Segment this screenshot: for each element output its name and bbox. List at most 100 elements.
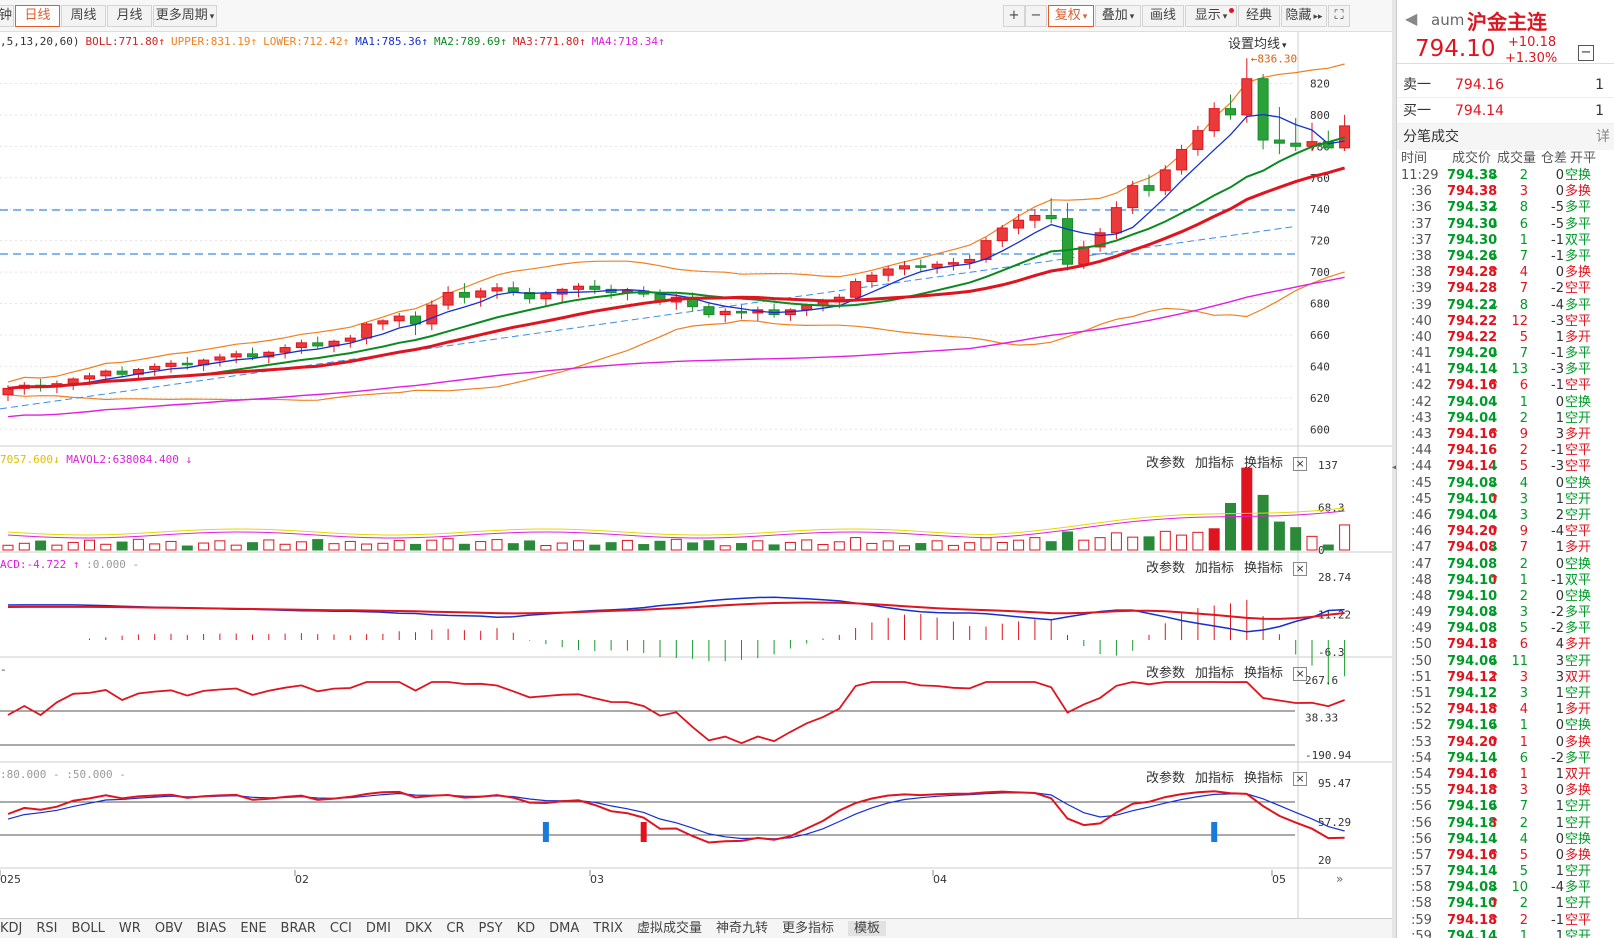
trade-type: 空换 — [1565, 718, 1592, 734]
hide-button[interactable]: 隐藏 ▸▸ — [1281, 5, 1327, 27]
trade-type: 多换 — [1565, 734, 1592, 750]
chevron-down-icon: ▾ — [1282, 41, 1287, 51]
indicator-tab[interactable]: 更多指标 — [782, 921, 835, 936]
indicator-tab[interactable]: RSI — [36, 921, 58, 936]
volume-bar — [621, 539, 633, 551]
close-icon[interactable]: × — [1293, 456, 1308, 471]
overlay-button[interactable]: 叠加 ▾ — [1095, 5, 1141, 27]
indicator-tab[interactable]: KD — [516, 921, 536, 936]
modify-params-button[interactable]: 改参数 — [1146, 456, 1186, 471]
modify-params-button[interactable]: 改参数 — [1146, 666, 1186, 681]
close-icon[interactable]: × — [1293, 666, 1308, 681]
close-icon[interactable]: × — [1293, 561, 1308, 576]
candle-body — [1143, 185, 1155, 191]
indicator-tab[interactable]: PSY — [478, 921, 503, 936]
modify-params-button[interactable]: 改参数 — [1146, 771, 1186, 786]
y-tick-label: 57.29 — [1318, 816, 1351, 829]
volume-bar — [1257, 494, 1269, 551]
indicator-tab[interactable]: 神奇九转 — [715, 921, 768, 936]
trades-list[interactable]: 11:29 794.38 ↓ 2 0 空换:36 794.38 3 0 多换:36 794.32 ↓ 8… — [1397, 168, 1614, 938]
indicator-tab[interactable]: ENE — [240, 921, 267, 936]
add-indicator-button[interactable]: 加指标 — [1195, 666, 1235, 681]
add-indicator-button[interactable]: 加指标 — [1195, 561, 1235, 576]
trade-price: 794.08 — [1447, 475, 1498, 491]
trades-detail-button[interactable]: 详 — [1596, 129, 1610, 145]
close-icon[interactable]: × — [1293, 771, 1308, 786]
col-oi-change: 仓差 — [1541, 151, 1568, 166]
y-tick-label: 700 — [1310, 266, 1330, 279]
indicator-tab[interactable]: WR — [118, 921, 141, 936]
draw-line-button[interactable]: 画线 — [1142, 5, 1184, 27]
indicator-tab[interactable]: DKX — [404, 921, 433, 936]
splitter-handle[interactable]: ◂ — [1392, 0, 1397, 938]
bid1-price: 794.14 — [1455, 103, 1504, 119]
collapse-icon[interactable]: − — [1578, 45, 1594, 61]
trade-type: 多换 — [1565, 184, 1592, 200]
trade-price: 794.16 — [1447, 718, 1498, 734]
volume-bar — [458, 543, 470, 551]
zoom-in-button[interactable]: + — [1003, 5, 1025, 27]
indicator-tab[interactable]: TRIX — [593, 921, 623, 936]
trade-price: 794.12 — [1447, 686, 1498, 701]
indicator-tab[interactable]: BIAS — [196, 921, 227, 936]
indicator-tab[interactable]: CR — [446, 921, 465, 936]
ma-settings-button[interactable]: 设置均线 ▾ — [1228, 33, 1287, 52]
trade-row: :45 794.10 ↑ 3 1 空开 — [1397, 492, 1614, 508]
trade-volume: 2 — [1519, 410, 1528, 426]
indicator-tab[interactable]: CCI — [329, 921, 352, 936]
indicator-tab[interactable]: BOLL — [71, 921, 105, 936]
period-minute-button[interactable]: 钟 — [0, 5, 14, 27]
indicator-tab[interactable]: OBV — [154, 921, 183, 936]
indicator-tab[interactable]: DMI — [365, 921, 391, 936]
classic-button[interactable]: 经典 — [1238, 5, 1280, 27]
swap-indicator-button[interactable]: 换指标 — [1244, 561, 1284, 576]
trade-row: :58 794.10 ↑ 2 1 空开 — [1397, 896, 1614, 912]
more-periods-button[interactable]: 更多周期 ▾ — [153, 5, 217, 27]
trade-price: 794.08 — [1447, 605, 1498, 621]
trade-row: :59 794.18 ↑ 2 -1 空平 — [1397, 913, 1614, 929]
trade-oi-change: -1 — [1551, 378, 1564, 394]
trade-oi-change: 1 — [1555, 928, 1564, 938]
add-indicator-button[interactable]: 加指标 — [1195, 771, 1235, 786]
indicator-tab[interactable]: KDJ — [0, 921, 23, 936]
zoom-out-button[interactable]: − — [1025, 5, 1047, 27]
modify-params-button[interactable]: 改参数 — [1146, 561, 1186, 576]
trade-time: :59 — [1411, 912, 1432, 928]
indicator-tab[interactable]: DMA — [549, 921, 580, 936]
trade-volume: 5 — [1519, 459, 1528, 475]
display-button[interactable]: 显示 ▾ — [1185, 5, 1237, 27]
col-open-close: 开平 — [1570, 151, 1597, 166]
indicator-tab[interactable]: 模板 — [848, 921, 887, 936]
trade-price: 794.12 — [1447, 669, 1498, 685]
fuquan-button[interactable]: 复权 ▾ — [1048, 5, 1094, 27]
volume-bar — [116, 541, 128, 551]
trade-volume: 6 — [1519, 750, 1528, 766]
peak-annotation: ←836.30 — [1251, 52, 1297, 65]
period-daily-button[interactable]: 日线 — [15, 5, 60, 27]
trade-time: :51 — [1411, 686, 1432, 701]
trade-type: 多平 — [1565, 216, 1592, 232]
trade-volume: 2 — [1519, 588, 1528, 604]
candle-body — [442, 292, 454, 306]
period-weekly-button[interactable]: 周线 — [61, 5, 106, 27]
indicator-value: MA4:718.34↑ — [591, 35, 665, 48]
volume-bar — [768, 544, 780, 551]
chart-area: 钟 日线 周线 月线 更多周期 ▾ + − 复权 ▾ 叠加 ▾ 画线 显示 ▾ 经典 隐… — [0, 0, 1392, 936]
swap-indicator-button[interactable]: 换指标 — [1244, 771, 1284, 786]
back-arrow-icon[interactable]: ◀ — [1405, 9, 1418, 28]
trade-price: 794.10 — [1447, 572, 1498, 588]
fullscreen-button[interactable]: ⛶ — [1328, 5, 1350, 27]
candle-body — [1176, 148, 1188, 171]
swap-indicator-button[interactable]: 换指标 — [1244, 456, 1284, 471]
volume-bar — [426, 539, 438, 551]
trade-time: :37 — [1411, 232, 1432, 248]
candle-body — [1029, 214, 1041, 221]
indicator-tab[interactable]: 虚拟成交量 — [636, 921, 702, 936]
chart-svg[interactable]: 600620640660680700720740760780800820←836… — [0, 0, 1392, 918]
period-monthly-button[interactable]: 月线 — [107, 5, 152, 27]
trade-volume: 9 — [1519, 427, 1528, 442]
swap-indicator-button[interactable]: 换指标 — [1244, 666, 1284, 681]
indicator-tab[interactable]: BRAR — [280, 921, 316, 936]
add-indicator-button[interactable]: 加指标 — [1195, 456, 1235, 471]
notification-dot-icon — [1229, 8, 1234, 13]
